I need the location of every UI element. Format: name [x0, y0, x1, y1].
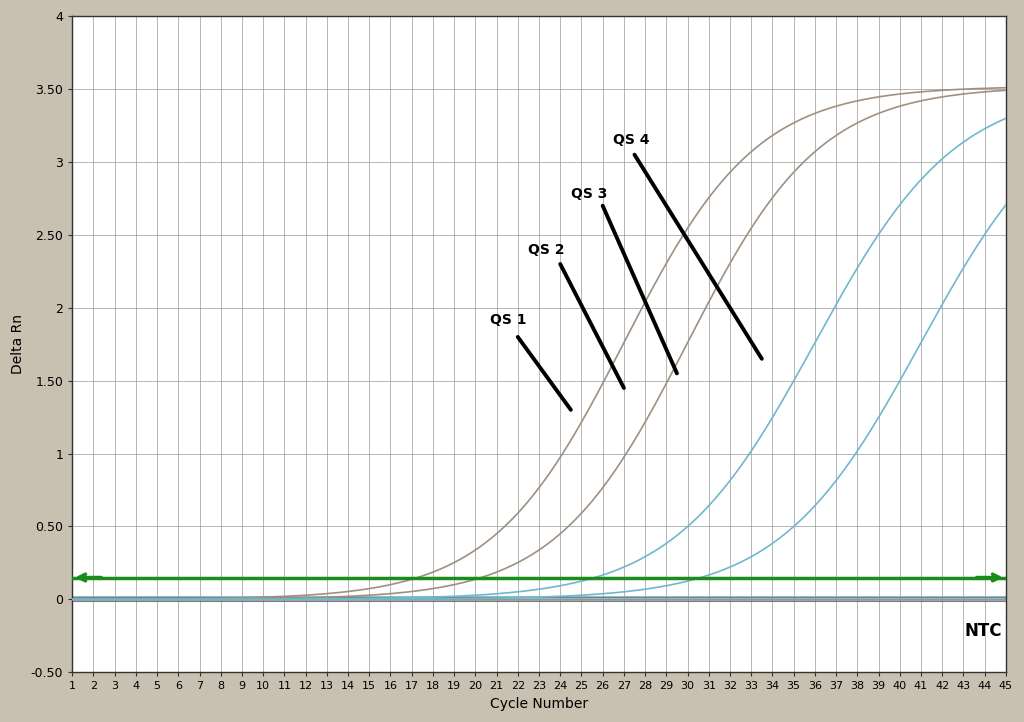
- Text: QS 4: QS 4: [613, 134, 650, 147]
- X-axis label: Cycle Number: Cycle Number: [489, 697, 588, 711]
- Y-axis label: Delta Rn: Delta Rn: [11, 314, 26, 374]
- Text: QS 1: QS 1: [490, 313, 526, 327]
- Text: NTC: NTC: [964, 622, 1001, 640]
- Text: QS 2: QS 2: [528, 243, 565, 257]
- Text: QS 3: QS 3: [570, 187, 607, 201]
